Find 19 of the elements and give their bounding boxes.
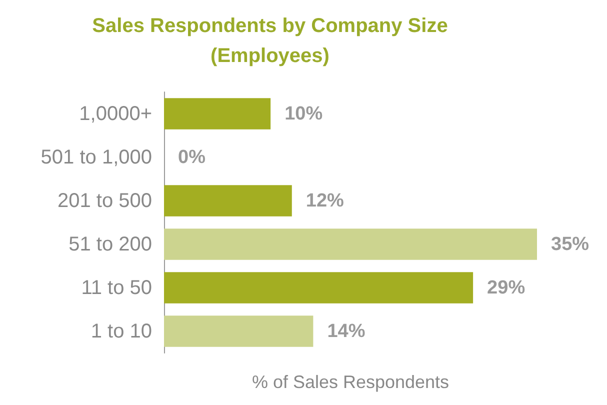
data-label: 10% [284,103,323,124]
bar [164,272,474,304]
bar [164,98,271,130]
bar [164,228,537,260]
y-tick-label: 51 to 200 [68,233,152,256]
y-tick-label: 1,0000+ [79,102,152,125]
data-label: 29% [487,277,526,298]
y-tick-label: 201 to 500 [57,190,152,212]
data-label: 14% [327,320,366,342]
y-tick-label: 501 to 1,000 [40,146,152,168]
data-label: 0% [178,146,206,168]
bar [164,185,292,216]
y-tick-label: 11 to 50 [81,276,152,299]
chart-title: Sales Respondents by Company Size (Employees) [92,15,448,67]
data-label: 35% [551,234,590,255]
y-tick-label: 1 to 10 [90,320,152,342]
x-axis-title: % of Sales Respondents [252,372,450,392]
data-label: 12% [306,190,344,212]
bar [164,316,314,347]
